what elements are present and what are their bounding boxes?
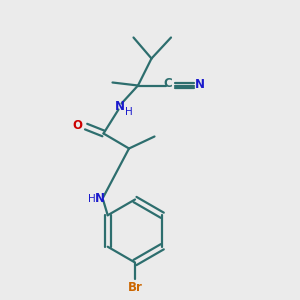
Text: C: C — [164, 76, 172, 90]
Text: N: N — [194, 77, 205, 91]
Text: O: O — [72, 118, 82, 132]
Text: H: H — [88, 194, 96, 204]
Text: H: H — [125, 107, 133, 117]
Text: N: N — [115, 100, 125, 113]
Text: N: N — [95, 192, 105, 205]
Text: Br: Br — [128, 281, 142, 294]
